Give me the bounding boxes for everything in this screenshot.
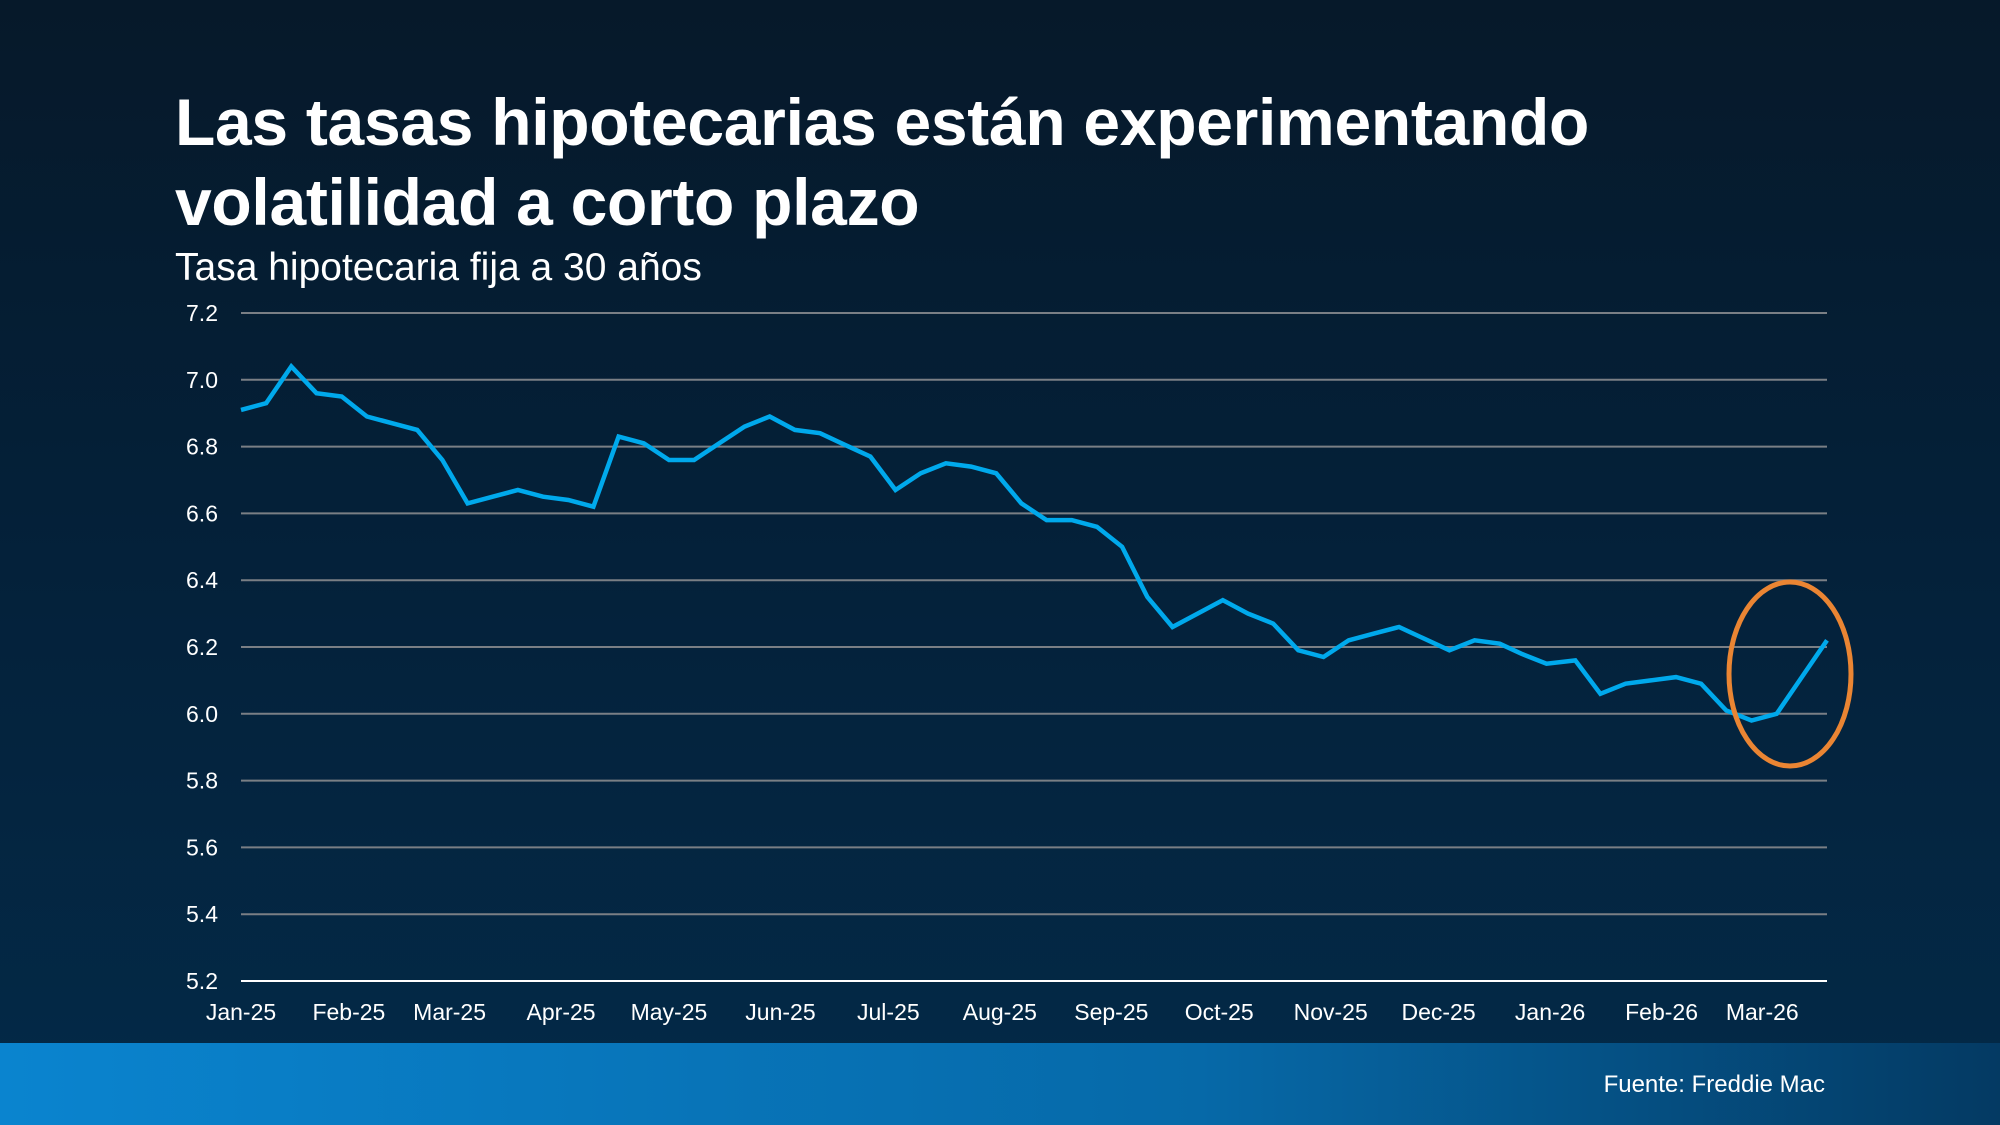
y-tick-label: 7.2 xyxy=(186,300,218,326)
rate-series-line xyxy=(240,362,1829,723)
x-tick-label: Mar-26 xyxy=(1726,999,1799,1025)
x-tick-label: Feb-25 xyxy=(312,999,385,1025)
y-tick-label: 6.2 xyxy=(186,634,218,660)
source-label: Fuente: Freddie Mac xyxy=(1603,1071,1825,1098)
chart-title: Las tasas hipotecarias están experimenta… xyxy=(175,85,1589,239)
x-tick-label: May-25 xyxy=(631,999,708,1025)
y-tick-label: 7.0 xyxy=(186,367,218,393)
y-tick-label: 6.8 xyxy=(186,434,218,460)
x-tick-label: Apr-25 xyxy=(527,999,596,1025)
x-tick-label: Sep-25 xyxy=(1074,999,1148,1025)
x-tick-label: Jul-25 xyxy=(857,999,920,1025)
x-tick-label: Jun-25 xyxy=(745,999,815,1025)
y-tick-label: 6.6 xyxy=(186,500,218,526)
x-tick-label: Jan-25 xyxy=(206,999,276,1025)
x-tick-label: Oct-25 xyxy=(1185,999,1254,1025)
y-tick-label: 6.4 xyxy=(186,567,218,593)
x-tick-label: Mar-25 xyxy=(413,999,486,1025)
y-tick-label: 5.4 xyxy=(186,901,218,927)
chart-subtitle: Tasa hipotecaria fija a 30 años xyxy=(175,246,702,289)
x-tick-label: Dec-25 xyxy=(1402,999,1476,1025)
x-tick-label: Aug-25 xyxy=(963,999,1037,1025)
y-tick-label: 5.2 xyxy=(186,968,218,994)
x-tick-label: Feb-26 xyxy=(1625,999,1698,1025)
x-tick-label: Nov-25 xyxy=(1294,999,1368,1025)
highlight-circle xyxy=(1726,579,1854,769)
y-tick-label: 6.0 xyxy=(186,701,218,727)
x-tick-label: Jan-26 xyxy=(1515,999,1585,1025)
y-tick-label: 5.8 xyxy=(186,768,218,794)
footer-band: Fuente: Freddie Mac xyxy=(0,1043,2000,1125)
y-tick-label: 5.6 xyxy=(186,834,218,860)
